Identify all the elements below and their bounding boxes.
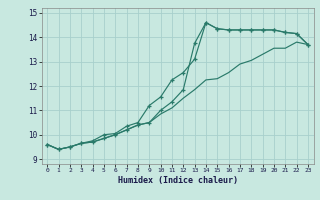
X-axis label: Humidex (Indice chaleur): Humidex (Indice chaleur) — [118, 176, 237, 185]
